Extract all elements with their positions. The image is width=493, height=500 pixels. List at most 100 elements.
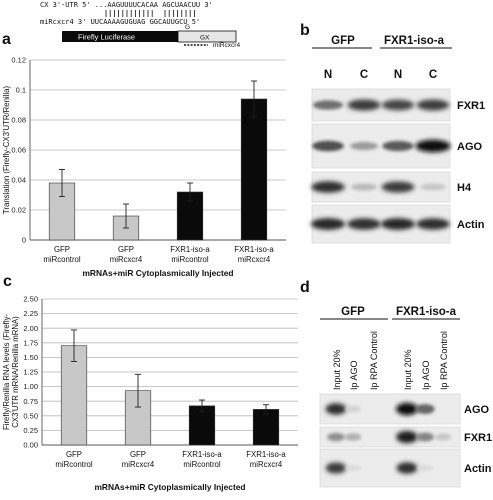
bar <box>240 98 268 241</box>
y-tick-label: 0.02 <box>11 206 26 215</box>
blot-band <box>327 432 345 442</box>
blot-band <box>415 432 435 442</box>
category-label-line2: miRcontrol <box>171 255 209 264</box>
category-label-line1: GFP <box>66 450 82 459</box>
panel-letter-b: b <box>300 22 310 39</box>
blot-row-label: FXR1 <box>457 100 485 112</box>
blot-row-label: Actin <box>464 463 492 475</box>
luciferase-label: Firefly Luciferase <box>78 33 135 42</box>
blot-row-label: FXR1 <box>464 432 492 444</box>
category-label-line2: miRcxcr4 <box>250 460 283 469</box>
blot-band <box>345 464 361 472</box>
y-tick-label: 0.06 <box>11 146 26 155</box>
blot-lane-label: Ip AGO <box>349 360 359 390</box>
blot-band <box>325 462 347 474</box>
x-axis-label: mRNAs+miR Cytoplasmically Injected <box>82 268 233 278</box>
blot-band <box>325 403 347 415</box>
blot-band <box>312 100 344 110</box>
panel-letter-c: c <box>3 273 12 290</box>
bar <box>60 345 88 446</box>
blot-band <box>350 141 378 151</box>
blot-band <box>420 183 446 191</box>
blot-row-label: H4 <box>457 182 472 194</box>
y-tick-label: 0.25 <box>23 426 38 435</box>
y-tick-label: 2.50 <box>23 295 38 304</box>
y-axis-label: Firefly/Renilla RNA levels (Firefly- <box>2 314 11 431</box>
y-tick-label: 2.25 <box>23 309 38 318</box>
blot-group-label: GFP <box>331 35 355 47</box>
blot-band <box>416 99 450 111</box>
category-label-line1: FXR1-iso-a <box>182 450 222 459</box>
blot-lane-label: N <box>324 69 332 81</box>
y-tick-label: 1.75 <box>23 338 38 347</box>
category-label-line2: miRcontrol <box>183 460 221 469</box>
category-label-line1: FXR1-iso-a <box>234 245 274 254</box>
panel-letter-a: a <box>2 31 11 48</box>
category-label-line2: miRcxcr4 <box>110 255 143 264</box>
blot-band <box>312 140 344 152</box>
blot-lane-label: Ip RPA Control <box>439 331 449 390</box>
blot-band <box>434 433 452 441</box>
blot-band <box>381 181 415 193</box>
y-tick-label: 1.25 <box>23 368 38 377</box>
blot-band <box>381 99 415 111</box>
blot-band <box>345 405 361 413</box>
category-label-line1: FXR1-iso-a <box>170 245 210 254</box>
y-axis-label: Translation (Firefly-CX3'UTR/Renilla) <box>2 86 11 215</box>
y-tick-label: 0 <box>22 236 26 245</box>
blot-group-label: GFP <box>341 306 365 318</box>
blot-d: GFP FXR1-iso-a Input 20% Ip AGO Ip RPA Contr… <box>319 306 492 488</box>
blot-row-label: AGO <box>457 141 483 153</box>
blot-lane-label: Ip RPA Control <box>369 331 379 390</box>
category-label-line1: GFP <box>130 450 146 459</box>
utr-sequence-line: CX 3'-UTR 5' ...AAGUUUUCACAA AGCUAACUU 3… <box>40 1 213 9</box>
blot-band <box>396 402 418 416</box>
y-tick-label: 0.08 <box>11 116 26 125</box>
pairing-ticks <box>105 10 195 17</box>
y-axis-label: CX3'UTR mRNA/Renilla mRNA) <box>11 316 20 428</box>
blot-band <box>344 433 362 441</box>
blot-lane-label: Ip AGO <box>421 360 431 390</box>
blot-strip <box>319 426 461 448</box>
panel-letter-d: d <box>300 279 310 296</box>
bar <box>188 405 216 446</box>
mirna-target-label: miRcxcr4 <box>213 42 240 49</box>
blot-lane-label: Input 20% <box>332 349 342 390</box>
g-label: G <box>185 24 190 31</box>
y-tick-label: 0.75 <box>23 397 38 406</box>
chart-a: 00.020.040.060.080.10.12GFPmiRcontrolGFP… <box>2 56 286 278</box>
construct-diagram: CX 3'-UTR 5' ...AAGUUUUCACAA AGCUAACUU 3… <box>40 1 240 49</box>
blot-lane-label: N <box>394 69 402 81</box>
y-tick-label: 0.50 <box>23 411 38 420</box>
blot-row-label: Actin <box>457 219 485 231</box>
blot-band <box>415 404 435 414</box>
category-label-line1: FXR1-iso-a <box>246 450 286 459</box>
blot-band <box>382 140 414 152</box>
luciferase-box <box>62 31 178 42</box>
blot-group-label: FXR1-iso-a <box>396 306 457 318</box>
mirna-sequence-line: miRcxcr4 3' UUCAAAAGUGUAG GGCAUUGCU 5' <box>40 18 200 26</box>
blot-row-label: AGO <box>464 404 490 416</box>
blot-lane-label: C <box>360 69 368 81</box>
bar <box>252 409 280 446</box>
y-tick-label: 0.1 <box>16 86 26 95</box>
gx-label: GX <box>200 35 210 42</box>
x-axis-label: mRNAs+miR Cytoplasmically Injected <box>94 482 245 492</box>
blot-band <box>396 462 418 474</box>
blot-band <box>347 218 381 230</box>
category-label-line2: miRcontrol <box>55 460 93 469</box>
blot-band <box>396 430 418 444</box>
blot-b: GFP FXR1-iso-a N C N C FXR1 AGO H4 Actin <box>310 35 485 244</box>
blot-band <box>417 464 433 472</box>
category-label-line1: GFP <box>118 245 134 254</box>
gx-box <box>177 30 237 43</box>
blot-band <box>347 99 381 111</box>
chart-c: 0.00 0.25 0.50 0.75 1.00 1.25 1.50 1.75 2.00 2.25… <box>2 295 298 492</box>
blot-band <box>350 183 378 191</box>
y-tick-label: 1.00 <box>23 382 38 391</box>
y-tick-label: 1.50 <box>23 353 38 362</box>
blot-band <box>416 218 450 230</box>
blot-strip <box>319 393 461 425</box>
blot-band <box>311 181 345 193</box>
